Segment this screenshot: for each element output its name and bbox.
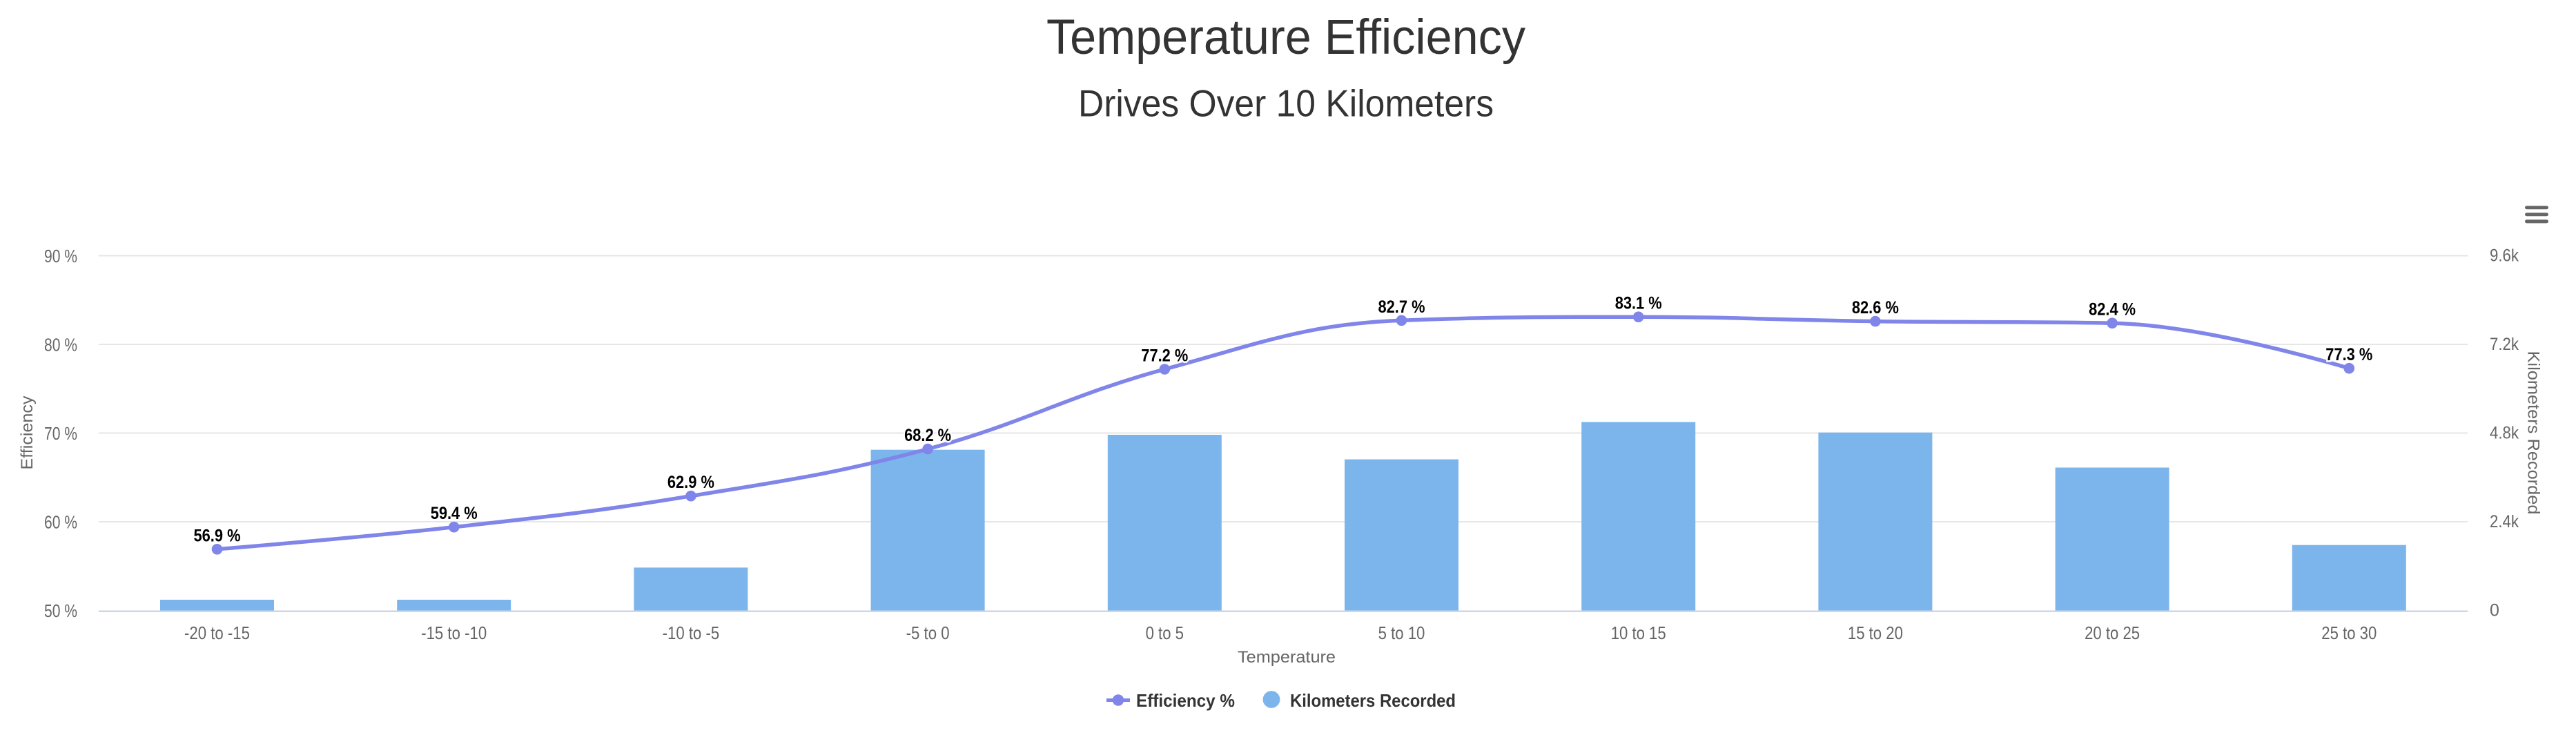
svg-text:20 to 25: 20 to 25 bbox=[2085, 623, 2140, 643]
svg-text:-5 to 0: -5 to 0 bbox=[906, 623, 950, 643]
svg-text:Kilometers Recorded: Kilometers Recorded bbox=[2524, 351, 2543, 515]
svg-text:77.2 %: 77.2 % bbox=[1141, 346, 1188, 366]
svg-text:82.6 %: 82.6 % bbox=[1852, 298, 1899, 317]
svg-text:25 to 30: 25 to 30 bbox=[2321, 623, 2377, 643]
svg-text:7.2k: 7.2k bbox=[2490, 335, 2519, 354]
svg-text:68.2 %: 68.2 % bbox=[904, 426, 951, 445]
svg-text:-20 to -15: -20 to -15 bbox=[184, 623, 250, 643]
svg-text:50 %: 50 % bbox=[44, 600, 77, 621]
svg-text:5 to 10: 5 to 10 bbox=[1378, 623, 1425, 643]
svg-text:80 %: 80 % bbox=[44, 335, 77, 355]
svg-text:-10 to -5: -10 to -5 bbox=[663, 623, 720, 643]
svg-text:2.4k: 2.4k bbox=[2490, 512, 2519, 531]
svg-text:-15 to -10: -15 to -10 bbox=[421, 623, 487, 643]
svg-text:15 to 20: 15 to 20 bbox=[1848, 623, 1903, 643]
svg-text:Temperature Efficiency: Temperature Efficiency bbox=[1046, 10, 1525, 65]
svg-text:70 %: 70 % bbox=[44, 423, 77, 444]
svg-text:Kilometers Recorded: Kilometers Recorded bbox=[1290, 690, 1456, 711]
svg-text:4.8k: 4.8k bbox=[2490, 424, 2519, 443]
svg-text:56.9 %: 56.9 % bbox=[194, 526, 241, 545]
svg-text:62.9 %: 62.9 % bbox=[667, 473, 714, 492]
svg-text:10 to 15: 10 to 15 bbox=[1611, 623, 1666, 643]
svg-text:0 to 5: 0 to 5 bbox=[1146, 623, 1184, 643]
svg-text:83.1 %: 83.1 % bbox=[1615, 294, 1662, 313]
svg-text:59.4 %: 59.4 % bbox=[431, 504, 478, 523]
svg-text:90 %: 90 % bbox=[44, 246, 77, 266]
svg-text:Efficiency %: Efficiency % bbox=[1136, 690, 1235, 711]
svg-text:9.6k: 9.6k bbox=[2490, 246, 2519, 266]
svg-text:Temperature: Temperature bbox=[1238, 648, 1336, 667]
svg-text:77.3 %: 77.3 % bbox=[2325, 345, 2372, 364]
svg-text:82.4 %: 82.4 % bbox=[2089, 300, 2136, 320]
svg-text:82.7 %: 82.7 % bbox=[1378, 297, 1425, 317]
svg-text:Efficiency: Efficiency bbox=[18, 396, 37, 470]
svg-text:Drives Over 10 Kilometers: Drives Over 10 Kilometers bbox=[1078, 82, 1494, 125]
svg-text:0: 0 bbox=[2490, 601, 2499, 620]
svg-text:60 %: 60 % bbox=[44, 512, 77, 533]
